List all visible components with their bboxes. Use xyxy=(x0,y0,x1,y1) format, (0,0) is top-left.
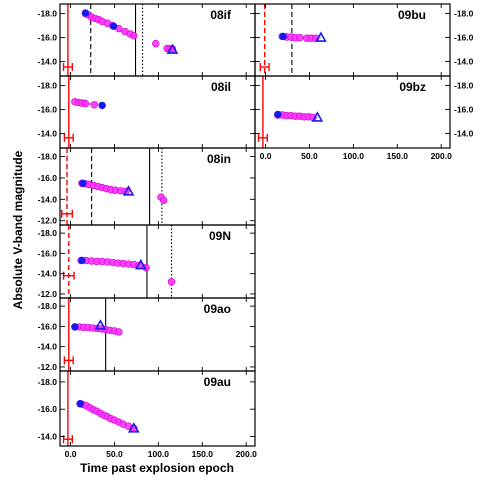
y-tick-label: -18.0 xyxy=(38,377,58,387)
data-point xyxy=(296,33,304,42)
panel-label: 08if xyxy=(210,8,232,22)
x-tick-label: 200.0 xyxy=(431,151,453,161)
panel-label: 08il xyxy=(211,80,231,94)
y-tick-label: -16.0 xyxy=(454,33,474,43)
data-point xyxy=(159,196,168,205)
y-tick-label: -16.0 xyxy=(38,248,58,258)
blue-circle-marker xyxy=(279,32,287,41)
panel-09bz: -18.0 -16.0 -14.0 0.0 50.0 100.0 150.0 200.0 09b… xyxy=(254,75,474,161)
y-tick-label: -16.0 xyxy=(38,321,58,331)
panel-label: 09N xyxy=(209,229,231,243)
panel-label: 09au xyxy=(204,375,231,389)
y-tick-label: -18.0 xyxy=(38,81,58,91)
x-tick-label: 0.0 xyxy=(260,151,272,161)
blue-triangle-marker xyxy=(166,43,179,54)
x-tick-label: 50.0 xyxy=(301,151,318,161)
x-tick-label: 100.0 xyxy=(148,449,170,459)
y-tick-label: -16.0 xyxy=(38,33,58,43)
y-tick-label: -14.0 xyxy=(38,57,58,67)
x-tick-label: 100.0 xyxy=(343,151,365,161)
panel-label: 08in xyxy=(207,152,231,166)
blue-circle-marker xyxy=(78,256,86,265)
y-tick-label: -16.0 xyxy=(38,105,58,115)
blue-triangle-marker xyxy=(94,319,107,330)
panel-09bu: -18.0 -16.0 -14.0 09bu xyxy=(254,3,474,77)
data-point xyxy=(115,328,123,336)
panel-09au: -18.0 -16.0 -14.0 0.0 50.0 100.0 150.0 200.0 09a… xyxy=(38,370,258,459)
panel-label: 09bz xyxy=(399,80,426,94)
y-tick-label: -12.0 xyxy=(38,289,58,299)
blue-circle-marker xyxy=(109,22,118,30)
y-tick-label: -18.0 xyxy=(38,301,58,311)
y-tick-label: -18.0 xyxy=(38,228,58,238)
x-tick-label: 200.0 xyxy=(236,449,258,459)
blue-triangle-marker xyxy=(127,422,140,433)
blue-circle-marker xyxy=(71,323,79,331)
blue-triangle-marker xyxy=(315,31,327,42)
data-point xyxy=(130,32,138,40)
blue-circle-marker xyxy=(98,101,106,110)
y-tick-label: -18.0 xyxy=(454,9,474,19)
panel-frame xyxy=(254,75,451,149)
blue-triangle-marker xyxy=(311,111,324,122)
x-tick-label: 0.0 xyxy=(65,449,77,459)
x-tick-label: 150.0 xyxy=(192,449,214,459)
y-tick-label: -14.0 xyxy=(38,194,58,204)
y-tick-label: -14.0 xyxy=(454,129,474,139)
y-tick-label: -18.0 xyxy=(454,81,474,91)
y-tick-label: -16.0 xyxy=(38,173,58,183)
panel-frame xyxy=(59,370,256,447)
data-point xyxy=(81,99,90,108)
y-tick-label: -14.0 xyxy=(38,269,58,279)
blue-circle-marker xyxy=(274,110,282,119)
panel-08in: -18.0 -16.0 -14.0 -12.0 08in xyxy=(38,147,256,226)
y-axis-title: Absolute V-band magnitude xyxy=(11,150,25,309)
y-tick-label: -18.0 xyxy=(38,152,58,162)
x-tick-label: 50.0 xyxy=(106,449,123,459)
blue-triangle-marker xyxy=(134,258,147,270)
blue-triangle-marker xyxy=(122,185,135,196)
panel-09N: -18.0 -16.0 -14.0 -12.0 09N xyxy=(38,224,256,299)
panel-08if: -18.0 -16.0 -14.0 08if xyxy=(38,3,256,77)
y-tick-label: -14.0 xyxy=(38,342,58,352)
panel-label: 09bu xyxy=(398,8,426,22)
data-point xyxy=(152,39,160,48)
blue-circle-marker xyxy=(79,179,87,187)
y-tick-label: -14.0 xyxy=(454,57,474,67)
panel-label: 09ao xyxy=(204,302,231,316)
y-tick-label: -12.0 xyxy=(38,362,58,372)
y-tick-label: -16.0 xyxy=(38,404,58,414)
y-tick-label: -16.0 xyxy=(454,105,474,115)
y-tick-label: -18.0 xyxy=(38,9,58,19)
x-axis-title: Time past explosion epoch xyxy=(80,461,234,475)
blue-circle-marker xyxy=(81,9,90,17)
y-tick-label: -14.0 xyxy=(38,129,58,139)
blue-circle-marker xyxy=(76,400,84,408)
panel-08il: -18.0 -16.0 -14.0 08il xyxy=(38,75,256,149)
data-point xyxy=(167,278,176,286)
y-tick-label: -12.0 xyxy=(38,216,58,226)
y-tick-label: -14.0 xyxy=(38,431,58,441)
panel-09ao: -18.0 -16.0 -14.0 -12.0 09ao xyxy=(38,297,256,372)
x-tick-label: 150.0 xyxy=(387,151,409,161)
data-point xyxy=(90,101,98,109)
